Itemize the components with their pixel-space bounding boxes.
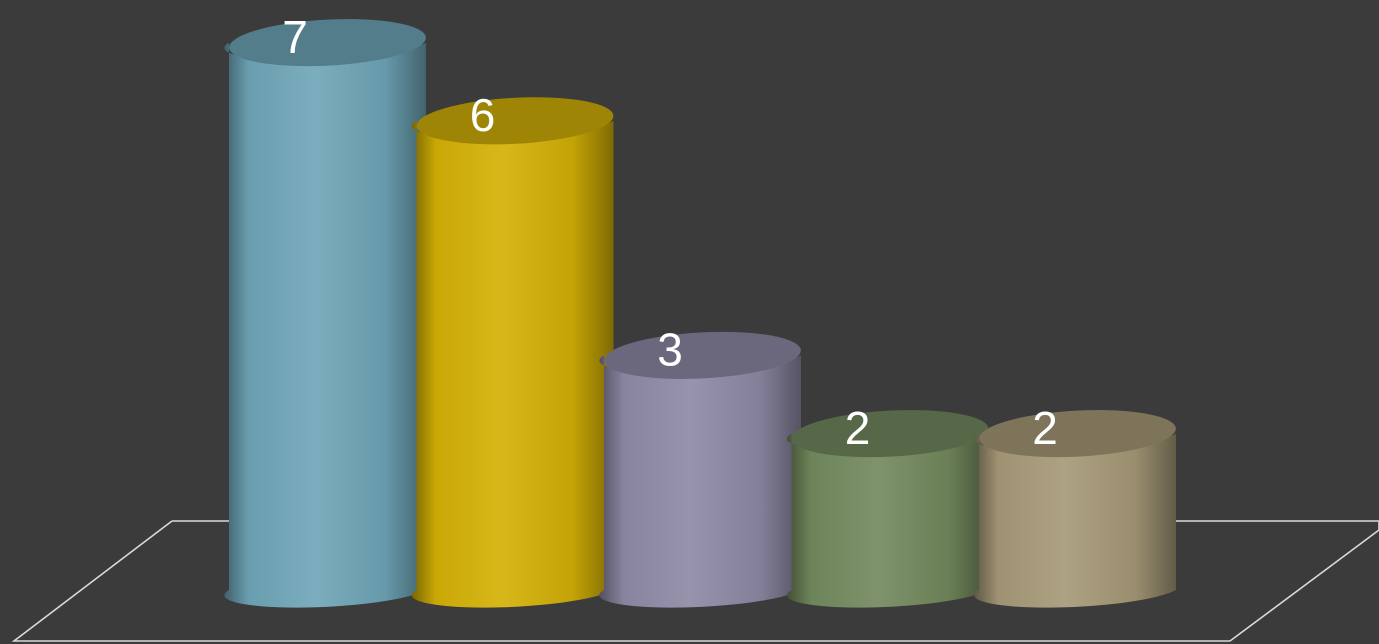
cylinder-top-cap [979, 410, 1176, 458]
cylinder-body [599, 355, 801, 608]
chart-data-labels: 7 6 3 2 2 [282, 11, 1058, 454]
chart-floor [11, 520, 1379, 642]
cylinder-bar [224, 19, 426, 608]
data-label: 2 [845, 402, 871, 454]
cylinder-body [224, 42, 426, 608]
cylinder-body [411, 120, 614, 608]
cylinder-top-cap [604, 331, 801, 379]
cylinder-body [974, 433, 1176, 608]
cylinder-bar [974, 410, 1176, 608]
chart-bars [224, 19, 1176, 608]
cylinder-body [786, 433, 989, 608]
data-label: 3 [657, 324, 683, 376]
cylinder-bar [786, 410, 989, 608]
floor-outline [11, 520, 1379, 642]
cylinder-bar [411, 97, 614, 608]
cylinder-top-cap [791, 410, 989, 458]
cylinder-top-cap [229, 19, 426, 67]
data-label: 7 [282, 11, 308, 63]
data-label: 2 [1032, 402, 1058, 454]
data-label: 6 [470, 89, 496, 141]
cylinder-top-cap [416, 97, 614, 145]
cylinder-bar [599, 331, 801, 608]
